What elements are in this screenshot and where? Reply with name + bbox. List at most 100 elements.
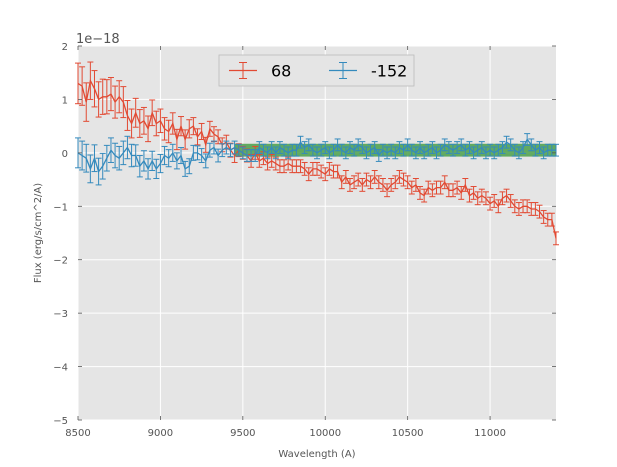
- error-bar: [532, 202, 539, 216]
- error-bar: [198, 122, 205, 140]
- error-bar: [112, 85, 119, 119]
- x-tick-label: 9500: [230, 428, 255, 439]
- x-tick-label: 11000: [474, 428, 506, 439]
- error-bar: [371, 141, 378, 154]
- error-bar: [314, 146, 320, 160]
- error-bar: [169, 112, 176, 135]
- error-bar: [169, 143, 176, 162]
- error-bar: [161, 145, 168, 166]
- legend-label-1: 68: [271, 62, 291, 81]
- error-bar: [268, 153, 275, 168]
- error-bar: [128, 108, 135, 139]
- error-bar: [194, 128, 201, 146]
- error-bar: [157, 153, 164, 174]
- error-bar: [499, 191, 506, 206]
- error-bar: [322, 141, 329, 154]
- error-bar: [120, 140, 127, 166]
- error-bar: [449, 183, 456, 198]
- error-bar: [95, 81, 102, 118]
- error-bar: [165, 149, 172, 168]
- error-bar: [507, 194, 514, 208]
- error-bar: [454, 141, 461, 154]
- error-bar: [330, 143, 337, 157]
- error-bar: [293, 143, 300, 157]
- series-layer: [75, 61, 559, 246]
- error-bar: [421, 146, 428, 160]
- error-bar: [367, 143, 374, 157]
- error-bar: [408, 143, 415, 157]
- error-bar: [149, 150, 156, 171]
- error-bar: [454, 180, 461, 195]
- error-bar: [202, 136, 209, 153]
- legend-handle-2: [329, 62, 357, 79]
- error-bar: [441, 138, 448, 152]
- error-bar: [478, 141, 485, 154]
- error-bar: [153, 158, 160, 180]
- error-bar: [124, 99, 131, 131]
- error-bar: [474, 143, 481, 157]
- error-bar: [297, 159, 304, 174]
- error-bar: [507, 138, 514, 152]
- error-bar: [384, 146, 391, 160]
- error-bar: [404, 138, 411, 152]
- error-bar: [466, 141, 473, 154]
- error-bar: [314, 161, 320, 176]
- error-bar: [515, 146, 522, 160]
- error-bar: [281, 143, 288, 157]
- legend: 68 -152: [218, 54, 415, 87]
- error-bar: [351, 175, 358, 190]
- error-bar: [326, 161, 333, 176]
- error-bar: [206, 142, 213, 158]
- error-bar: [309, 143, 316, 157]
- error-bar: [161, 117, 168, 141]
- error-bar: [268, 141, 275, 154]
- x-tick-label: 8500: [65, 428, 90, 439]
- error-bar: [503, 188, 510, 203]
- x-tick-label: 10000: [309, 428, 341, 439]
- error-bar: [140, 106, 147, 135]
- y-tick-label: −4: [53, 363, 68, 374]
- error-bar: [124, 135, 131, 160]
- error-bar: [396, 141, 403, 154]
- error-bar: [231, 140, 238, 155]
- error-bar: [548, 212, 555, 227]
- error-bar: [338, 143, 345, 157]
- error-bar: [165, 119, 172, 144]
- y-axis-label: Flux (erg/s/cm^2/A): [33, 183, 44, 283]
- error-bar: [338, 175, 345, 190]
- error-bar: [458, 138, 465, 152]
- error-bar: [305, 138, 312, 152]
- error-bar: [470, 186, 477, 200]
- error-bar: [342, 146, 349, 160]
- error-bar: [206, 120, 213, 137]
- error-bar: [417, 141, 424, 154]
- error-bar: [421, 188, 428, 203]
- error-bar: [87, 154, 94, 184]
- error-bar: [297, 135, 304, 149]
- legend-handle-1: [229, 62, 257, 79]
- error-bar: [524, 199, 531, 214]
- error-bar: [540, 210, 547, 224]
- error-bar: [99, 152, 106, 180]
- y-tick-label: −1: [53, 202, 68, 213]
- error-bar: [346, 178, 353, 192]
- error-bar: [157, 108, 164, 134]
- y-tick-label: −2: [53, 256, 68, 267]
- error-bar: [540, 146, 547, 160]
- error-bar: [99, 78, 106, 115]
- error-bar: [351, 143, 358, 157]
- error-bar: [318, 143, 325, 157]
- error-bar: [120, 86, 127, 119]
- error-bar: [520, 141, 527, 154]
- error-bar: [367, 175, 374, 190]
- error-bar: [487, 143, 494, 157]
- error-bar: [215, 148, 222, 163]
- error-bar: [145, 158, 152, 180]
- error-bar: [260, 143, 267, 157]
- error-bar: [178, 147, 185, 165]
- error-bar: [384, 183, 391, 198]
- error-bar: [515, 202, 522, 216]
- error-bar: [136, 109, 143, 138]
- error-bar: [437, 143, 444, 157]
